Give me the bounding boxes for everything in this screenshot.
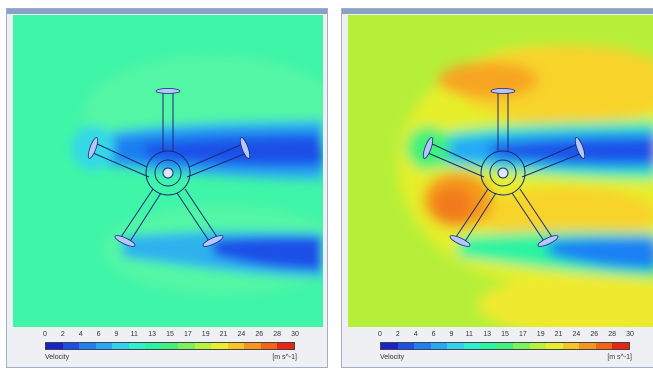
legend-tick-label: 24 [572,331,581,338]
legend-ticks: 0 2 4 6 9 11 13 15 17 19 21 24 26 28 30 [43,331,299,341]
colorbar-swatch [227,343,245,349]
legend-tick-label: 28 [608,331,617,338]
colorbar-swatch [277,343,294,349]
legend-tick-label: 4 [413,331,418,338]
legend-tick-label: 30 [291,331,299,338]
colorbar-swatch [79,343,96,349]
colorbar [45,342,295,350]
colorbar-swatch [447,343,464,349]
legend-tick-label: 11 [130,331,138,338]
legend-tick-label: 26 [255,331,264,338]
legend-tick-label: 15 [166,331,174,338]
legend-tick-label: 6 [431,331,436,338]
colorbar-swatch [414,343,431,349]
legend-tick-label: 21 [554,331,563,338]
colorbar-swatch [496,343,514,349]
colorbar-swatch [161,343,179,349]
legend-tick-label: 9 [114,331,119,338]
legend-tick-label: 21 [219,331,228,338]
legend-tick-label: 4 [78,331,83,338]
colorbar-swatch [95,343,113,349]
legend-unit: [m s^-1] [607,354,632,361]
colorbar-swatch [46,343,63,349]
colorbar-swatch [463,343,481,349]
legend-tick-label: 13 [148,331,157,338]
colorbar [380,342,630,350]
velocity-contour-plot-right [348,15,653,327]
legend-tick-label: 9 [449,331,454,338]
colorbar-swatch [381,343,398,349]
legend-tick-label: 17 [518,331,527,338]
colorbar-swatch [562,343,580,349]
colorbar-swatch [579,343,596,349]
colorbar-swatch [178,343,195,349]
legend-tick-label: 15 [501,331,509,338]
legend-ticks: 0 2 4 6 9 11 13 15 17 19 21 24 26 28 30 [378,331,634,341]
legend-tick-label: 11 [465,331,473,338]
legend-tick-label: 0 [43,331,47,338]
velocity-contour-panel-right: 0 2 4 6 9 11 13 15 17 19 21 24 26 28 30 Velocity [m s^… [341,8,653,368]
legend-tick-label: 0 [378,331,382,338]
legend-unit: [m s^-1] [272,354,297,361]
legend-tick-label: 17 [183,331,192,338]
colorbar-swatch [612,343,629,349]
legend-tick-label: 6 [96,331,101,338]
colorbar-swatch [128,343,146,349]
legend-label: Velocity [45,354,70,361]
colorbar-swatch [480,343,497,349]
legend-tick-label: 2 [395,331,400,338]
velocity-contour-panel-left: 0 2 4 6 9 11 13 15 17 19 21 24 26 28 30 Velocity [m s^… [6,8,328,368]
colorbar-swatch [244,343,261,349]
colorbar-swatch [397,343,415,349]
legend-tick-label: 28 [273,331,282,338]
legend-tick-label: 19 [201,331,210,338]
panel-title-bar [342,9,653,14]
panel-title-bar [7,9,327,14]
legend-tick-label: 26 [590,331,599,338]
color-legend: 0 2 4 6 9 11 13 15 17 19 21 24 26 28 30 Velocity [m s^… [342,331,653,367]
legend-label: Velocity [380,354,405,361]
legend-tick-label: 13 [483,331,492,338]
legend-tick-label: 19 [536,331,545,338]
color-legend: 0 2 4 6 9 11 13 15 17 19 21 24 26 28 30 Velocity [m s^… [7,331,327,367]
colorbar-swatch [546,343,563,349]
colorbar-swatch [595,343,613,349]
colorbar-swatch [145,343,162,349]
colorbar-swatch [513,343,530,349]
colorbar-swatch [529,343,547,349]
colorbar-swatch [62,343,80,349]
velocity-contour-plot-left [13,15,323,327]
colorbar-swatch [260,343,278,349]
colorbar-swatch [112,343,129,349]
colorbar-swatch [194,343,212,349]
legend-tick-label: 30 [626,331,634,338]
legend-tick-label: 24 [237,331,246,338]
legend-tick-label: 2 [60,331,65,338]
colorbar-swatch [430,343,448,349]
colorbar-swatch [211,343,228,349]
